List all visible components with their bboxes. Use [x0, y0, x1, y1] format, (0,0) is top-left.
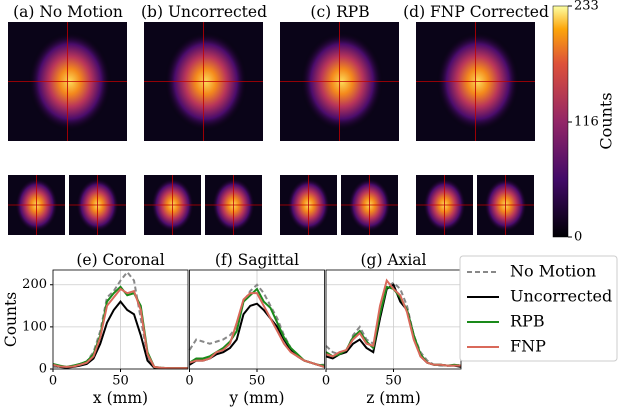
- legend-label: FNP: [510, 337, 546, 356]
- x-axis-label: y (mm): [228, 389, 284, 407]
- line-series: [325, 278, 461, 367]
- y-tick-label: 0: [39, 362, 47, 377]
- line-series: [189, 292, 325, 368]
- x-tick-label: 0: [49, 374, 57, 389]
- x-axis-label: z (mm): [366, 389, 421, 407]
- colorbar: [552, 5, 569, 238]
- colorbar-tick-label: 116: [574, 114, 599, 129]
- legend-label: No Motion: [510, 262, 596, 281]
- x-tick-label: 50: [249, 374, 266, 389]
- axis-title: (g) Axial: [360, 251, 426, 269]
- axes-frame: [52, 269, 189, 370]
- legend-label: RPB: [510, 312, 545, 331]
- y-axis-label: Counts: [2, 292, 20, 347]
- line-series: [53, 270, 188, 370]
- y-tick-label: 100: [22, 319, 47, 334]
- legend-label: Uncorrected: [510, 287, 612, 306]
- panel-title: (d) FNP Corrected: [403, 3, 549, 21]
- panel-title: (b) Uncorrected: [141, 3, 267, 21]
- legend-box: [459, 255, 618, 362]
- colorbar-label: Counts: [597, 92, 616, 149]
- x-axis-label: x (mm): [93, 389, 148, 407]
- x-tick-label: 0: [322, 374, 330, 389]
- axis-title: (e) Coronal: [76, 251, 164, 269]
- panel-title: (a) No Motion: [13, 3, 123, 21]
- y-tick-label: 200: [22, 277, 47, 292]
- axis-title: (f) Sagittal: [215, 251, 299, 269]
- x-tick-label: 0: [185, 374, 193, 389]
- panel-title: (c) RPB: [310, 3, 369, 21]
- line-series: [52, 287, 188, 370]
- x-tick-label: 50: [112, 374, 129, 389]
- colorbar-tick-label: 233: [574, 0, 599, 14]
- colorbar-tick-label: 0: [574, 230, 582, 245]
- axes-frame: [189, 269, 325, 370]
- x-tick-label: 50: [385, 374, 402, 389]
